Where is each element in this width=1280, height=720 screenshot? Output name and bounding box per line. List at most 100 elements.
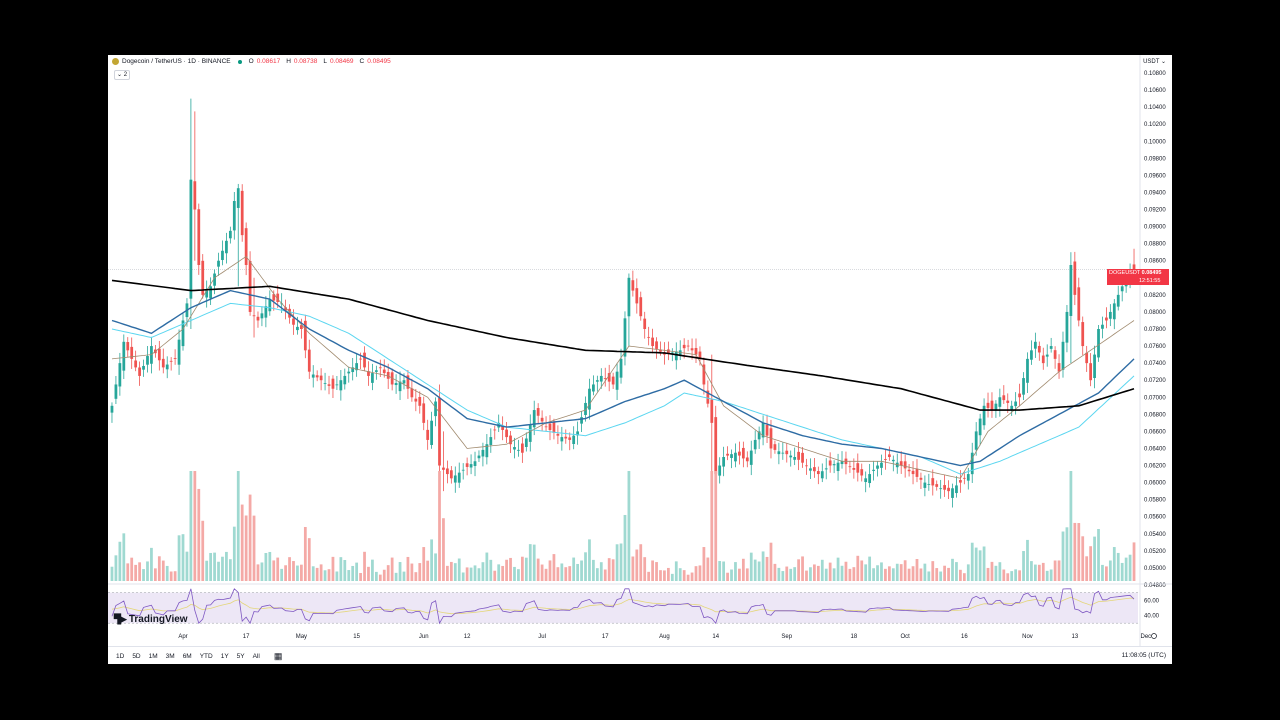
timeframe-all[interactable]: All [252, 652, 260, 660]
candle-body [398, 381, 402, 392]
chart-canvas[interactable]: 0.10800 0.10600 0.10400 0.10200 0.10000 0.098… [108, 55, 1172, 664]
candle-body [260, 313, 264, 319]
volume-bar [438, 471, 441, 581]
timeframe-3m[interactable]: 3M [165, 652, 175, 660]
candle-body [588, 388, 591, 410]
candle-body [690, 348, 694, 351]
candle-body [1049, 346, 1053, 349]
volume-bar [236, 471, 240, 581]
timeframe-ytd[interactable]: YTD [199, 652, 213, 660]
candle-body [753, 439, 757, 450]
candle-body [1081, 322, 1085, 347]
volume-bar [311, 566, 315, 581]
candle-body [1026, 358, 1029, 383]
tradingview-logo[interactable]: ▜▶ TradingView [114, 614, 188, 625]
candle-body [789, 455, 793, 458]
last-price-tag: DOGEUSDT 0.08495 12:51:55 [1107, 269, 1169, 285]
timeframe-1m[interactable]: 1M [148, 652, 158, 660]
volume-bar [607, 558, 611, 581]
timeframe-1d[interactable]: 1D [116, 652, 125, 660]
volume-bar [1124, 557, 1128, 581]
ma-brown-line [111, 255, 1135, 479]
timeframe-5d[interactable]: 5D [132, 652, 141, 660]
volume-bar [706, 557, 710, 581]
candle-body [449, 470, 453, 479]
volume-bar [769, 542, 773, 581]
volume-bar [473, 565, 477, 581]
volume-bar [911, 566, 915, 581]
volume-bar [678, 568, 682, 581]
symbol-title[interactable]: Dogecoin / TetherUS · 1D · BINANCE [122, 58, 231, 65]
volume-bar [509, 557, 512, 581]
volume-bar [722, 561, 726, 581]
timeframe-5y[interactable]: 5Y [236, 652, 245, 660]
candle-body [592, 384, 595, 392]
timeframe-1y[interactable]: 1Y [220, 652, 229, 660]
volume-bar [264, 552, 268, 581]
candle-body [1053, 350, 1057, 359]
candle-body [623, 318, 627, 357]
volume-bar [884, 568, 887, 581]
candle-body [891, 459, 895, 462]
candle-body [146, 356, 149, 365]
settings-gear-icon[interactable] [1151, 633, 1157, 639]
candle-body [248, 260, 252, 312]
volume-bar [240, 504, 244, 581]
volume-bar [272, 560, 276, 581]
volume-bar [493, 570, 497, 581]
volume-bar [217, 561, 220, 581]
volume-bar [232, 526, 236, 581]
volume-bar [627, 471, 631, 581]
market-status-icon [237, 59, 242, 64]
volume-bar [418, 563, 422, 581]
candle-body [122, 341, 126, 371]
candle-body [232, 201, 236, 231]
timeframe-6m[interactable]: 6M [182, 652, 192, 660]
candle-body [966, 474, 970, 481]
volume-bar [986, 567, 990, 581]
volume-bar [560, 563, 564, 581]
candle-body [777, 451, 781, 455]
candle-body [414, 398, 418, 402]
candle-body [698, 351, 702, 359]
volume-bar [935, 568, 939, 581]
currency-selector[interactable]: USDT ⌄ [1143, 58, 1166, 65]
candle-body [603, 378, 607, 379]
candle-body [307, 349, 311, 372]
price-tag-price: 0.08495 [1141, 270, 1162, 276]
candle-body [836, 462, 840, 472]
candle-body [157, 348, 161, 361]
volume-bar [1116, 552, 1120, 581]
candle-body [915, 468, 919, 477]
time-tick-label: Dec [1141, 634, 1152, 640]
candle-body [1033, 341, 1037, 349]
time-tick-label: 17 [602, 634, 609, 640]
volume-bar [1037, 564, 1041, 581]
volume-bar [568, 566, 572, 581]
candle-body [1065, 311, 1069, 343]
candle-body [765, 424, 769, 436]
candle-body [860, 469, 864, 476]
indicator-toggle[interactable]: ⌄ 2 [114, 70, 131, 80]
candle-body [848, 466, 852, 468]
volume-bar [690, 572, 694, 581]
time-tick-label: 12 [464, 634, 471, 640]
volume-bar [532, 544, 536, 581]
volume-bar [848, 568, 852, 581]
candle-body [872, 469, 875, 471]
candle-body [197, 209, 201, 265]
candle-body [809, 468, 812, 471]
candle-body [738, 451, 741, 456]
price-tag-ticker: DOGEUSDT 0.08495 [1109, 269, 1169, 277]
chart-frame: 0.10800 0.10600 0.10400 0.10200 0.10000 0.098… [108, 55, 1172, 664]
candle-body [268, 299, 272, 312]
time-tick-label: May [296, 634, 307, 640]
candle-body [272, 294, 276, 301]
candle-body [927, 484, 931, 485]
open-label: O [248, 58, 254, 65]
calendar-icon[interactable]: ▦ [273, 650, 283, 661]
ema-blue-line [111, 289, 1135, 467]
utc-clock[interactable]: 11:08:05 (UTC) [1121, 652, 1166, 659]
volume-bar [994, 565, 998, 581]
candle-body [532, 410, 536, 428]
